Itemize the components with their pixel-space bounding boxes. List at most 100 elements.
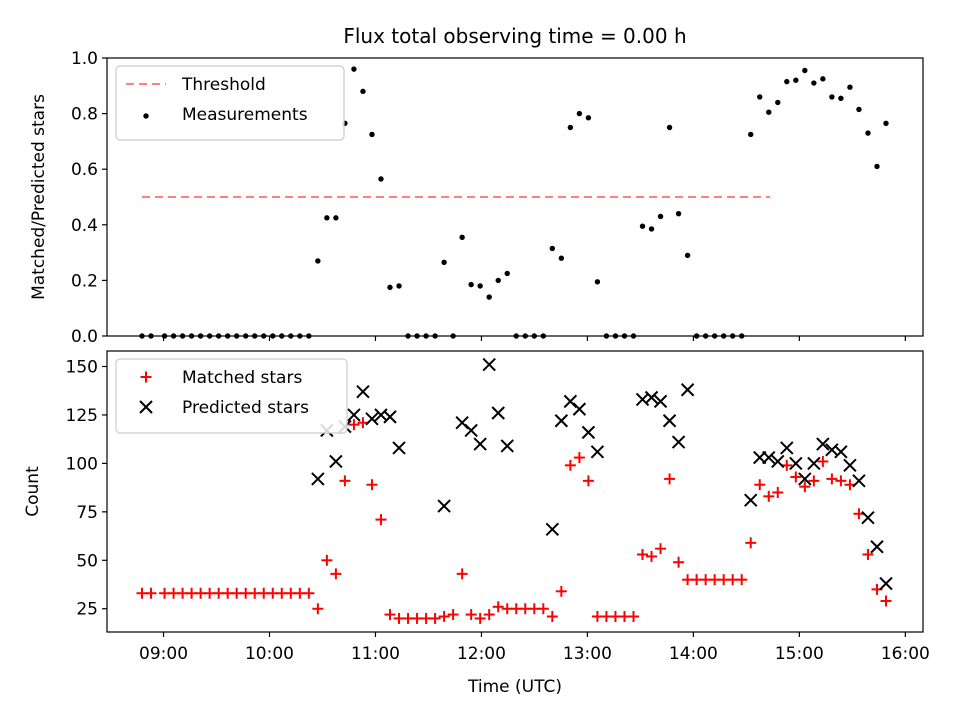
marker-stroke — [590, 445, 605, 459]
measurement-point — [639, 223, 646, 229]
predicted-stars-point — [392, 441, 406, 455]
axes-frame — [106, 350, 924, 633]
marker-stroke — [392, 441, 406, 455]
measurement-point — [603, 333, 610, 339]
matched-stars-point — [330, 568, 342, 580]
measurement-point — [648, 226, 655, 232]
marker-stroke — [680, 383, 695, 397]
measurement-point — [252, 333, 258, 339]
predicted-stars-point — [816, 437, 830, 451]
matched-stars-point — [582, 475, 594, 487]
matched-stars-point — [555, 585, 567, 597]
matched-stars-point — [474, 612, 486, 624]
predicted-stars-point — [671, 435, 686, 449]
measurement-point — [576, 110, 583, 117]
measurement-point — [423, 333, 429, 339]
x-tick-label: 10:00 — [245, 644, 294, 664]
measurement-point — [161, 333, 168, 339]
matched-stars-point — [303, 587, 315, 599]
measurement-point — [486, 294, 492, 300]
matched-stars-point — [790, 471, 802, 483]
measurement-point — [513, 333, 519, 339]
measurement-point — [811, 80, 817, 86]
predicted-stars-point — [762, 450, 776, 465]
predicted-stars-point — [644, 390, 659, 405]
measurement-point — [459, 234, 465, 241]
y-axis-label: Matched/Predicted stars — [29, 94, 49, 300]
marker-stroke — [789, 456, 803, 471]
predicted-stars-point — [473, 437, 487, 451]
measurement-point — [148, 333, 154, 339]
measurement-point — [378, 176, 384, 182]
measurement-point — [324, 215, 330, 221]
legend-label: Matched stars — [182, 368, 302, 388]
marker-stroke — [780, 441, 794, 455]
measurement-point — [139, 333, 145, 339]
marker-stroke — [644, 390, 659, 405]
measurement-point — [477, 283, 483, 289]
y-tick-label: 75 — [76, 503, 98, 523]
measurement-point — [793, 77, 799, 83]
measurement-point — [351, 66, 357, 72]
legend-label: Predicted stars — [182, 398, 309, 418]
predicted-stars-point — [581, 425, 596, 440]
marker-stroke — [662, 414, 677, 428]
predicted-stars-point — [545, 522, 560, 536]
measurement-point — [594, 279, 601, 285]
matched-stars-point — [862, 548, 874, 560]
measurement-point — [567, 124, 574, 131]
measurement-point — [675, 210, 682, 217]
legend-box — [115, 65, 345, 141]
legend-predicted-swatch — [139, 400, 153, 414]
predicted-stars-point — [653, 394, 668, 409]
measurement-point — [306, 333, 312, 339]
predicted-stars-point — [780, 441, 794, 455]
y-tick-label: 0.4 — [71, 216, 98, 236]
predicted-stars-point — [482, 357, 496, 372]
matched-stars-point — [646, 550, 658, 562]
measurement-point — [297, 333, 303, 339]
matched-stars-point — [546, 610, 558, 622]
marker-stroke — [843, 458, 857, 473]
matched-stars-point — [384, 609, 396, 621]
marker-stroke — [482, 357, 496, 372]
marker-stroke — [139, 400, 153, 414]
measurement-point — [766, 109, 772, 115]
predicted-stars-point — [590, 445, 605, 459]
measurement-point — [865, 130, 871, 136]
measurement-point — [197, 333, 204, 339]
matched-stars-point — [321, 554, 333, 566]
predicted-stars-point — [852, 474, 866, 488]
measurement-point — [748, 131, 754, 138]
y-tick-label: 125 — [66, 406, 98, 426]
y-tick-label: 25 — [76, 600, 98, 620]
legend-box — [115, 358, 348, 434]
matched-stars-point — [429, 612, 441, 624]
marker-stroke — [491, 406, 505, 420]
measurement-point — [874, 163, 880, 170]
predicted-stars-point — [870, 540, 884, 554]
measurement-point — [847, 84, 853, 90]
measurement-point — [261, 333, 267, 339]
y-tick-label: 150 — [66, 358, 98, 378]
x-tick-label: 13:00 — [563, 644, 612, 664]
matched-stars-point — [637, 548, 649, 560]
measurement-point — [612, 333, 619, 339]
matched-stars-point — [447, 609, 459, 621]
matched-stars-point — [844, 479, 856, 491]
predicted-stars-point — [347, 408, 361, 422]
y-axis-label: Count — [23, 466, 43, 517]
marker-stroke — [816, 437, 830, 451]
matched-stars-point — [763, 490, 775, 502]
measurement-point — [504, 270, 510, 277]
matched-stars-point — [366, 479, 378, 491]
matched-stars-point — [880, 595, 892, 607]
chart-title: Flux total observing time = 0.00 h — [343, 24, 686, 48]
predicted-stars-point — [329, 454, 343, 469]
measurement-point — [396, 283, 402, 289]
measurement-point — [540, 333, 547, 339]
x-tick-label: 14:00 — [669, 644, 718, 664]
matched-stars-point — [357, 417, 369, 429]
matched-stars-point — [781, 459, 793, 471]
measurement-point — [369, 131, 375, 138]
